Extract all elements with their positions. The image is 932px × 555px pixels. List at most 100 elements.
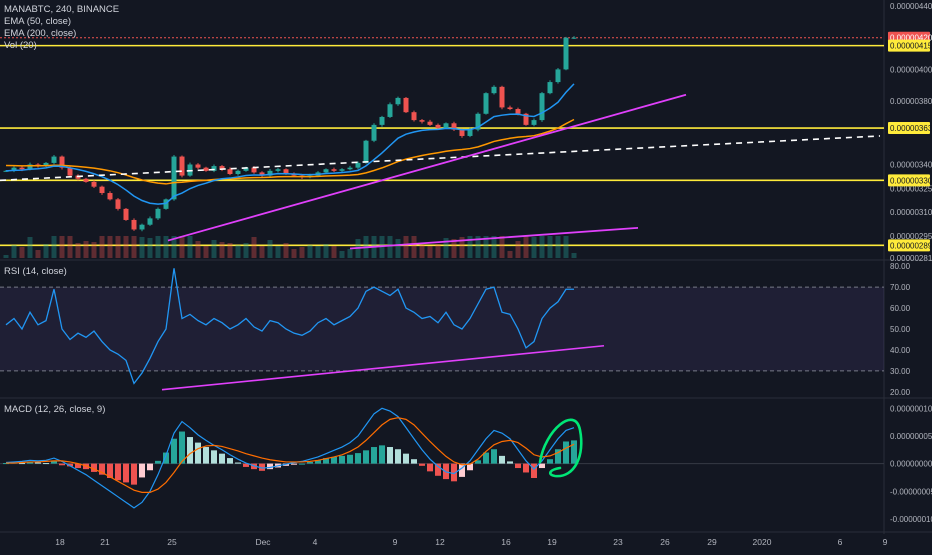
macd-histogram-bar [435,463,441,476]
candle-body [387,104,393,117]
macd-histogram-bar [139,463,145,478]
candle-body [11,167,17,171]
candle-body [107,193,113,200]
candle-body [547,82,553,94]
macd-histogram-bar [115,463,121,481]
volume-bar [323,244,329,258]
volume-bar [499,236,505,258]
hand-drawn-annotation [538,418,583,478]
volume-bar [387,236,393,258]
volume-bar [539,236,545,258]
macd-histogram-bar [51,461,57,464]
ema50-line [5,83,575,205]
macd-histogram-bar [299,463,305,465]
candle-body [147,218,153,225]
candle-body [131,219,137,230]
rsi-tick-label: 40.00 [890,346,911,355]
candle-body [259,172,265,176]
volume-bar [147,238,153,258]
candle-body [235,170,241,174]
macd-histogram-bar [43,463,49,465]
volume-bar [19,247,25,258]
candle-body [219,166,225,170]
candle-body [43,162,49,167]
macd-histogram-bar [411,459,417,464]
support-trendline [167,93,687,242]
macd-tick-label: 0.00000005 [890,432,932,441]
rsi-tick-label: 20.00 [890,388,911,397]
macd-histogram-bar [371,447,377,464]
candle-body [571,37,577,39]
candle-body [555,69,561,83]
volume-bar [107,236,113,258]
candle-body [115,199,121,209]
volume-bar [547,236,553,258]
volume-bar [91,242,97,258]
volume-bar [515,241,521,258]
macd-histogram-bar [379,445,385,464]
volume-bar [11,245,17,258]
volume-bar [571,253,577,258]
volume-bar [171,236,177,258]
candle-body [427,121,433,125]
volume-bar [3,255,9,258]
macd-histogram-bar [387,447,393,464]
candle-body [51,156,57,163]
candle-body [539,93,545,121]
volume-bar [435,244,441,258]
candle-body [435,124,441,129]
volume-bar [491,236,497,258]
candle-body [531,120,537,125]
candle-body [59,156,65,168]
macd-histogram-bar [363,450,369,464]
macd-histogram-bar [243,463,249,467]
macd-histogram-bar [419,463,425,466]
macd-histogram-bar [571,440,577,464]
volume-bar [235,245,241,258]
macd-histogram-bar [267,463,273,470]
volume-bar [419,245,425,258]
macd-histogram-bar [203,447,209,464]
volume-bar [307,245,313,258]
price-tick-label: 0.00000325 [890,184,932,193]
time-tick-label: 4 [313,537,318,547]
candle-body [347,167,353,170]
macd-histogram-bar [547,459,553,464]
level-price-badge [888,39,930,52]
volume-bar [27,237,33,258]
candle-body [179,156,185,176]
time-tick-label: 6 [838,537,843,547]
time-tick-label: 2020 [753,537,772,547]
volume-bar [347,249,353,258]
volume-bar [115,236,121,258]
rsi-tick-label: 70.00 [890,283,911,292]
volume-bar [155,236,161,258]
candle-body [99,186,105,194]
price-tick-label: 0.00000310 [890,208,932,217]
volume-bar [211,240,217,258]
legend-ema200: EMA (200, close) [4,28,77,39]
candle-body [91,181,97,187]
price-tick-label: 0.00000295 [890,232,932,241]
volume-bar [459,237,465,258]
macd-histogram-bar [483,452,489,464]
macd-histogram-bar [467,463,473,471]
macd-histogram-bar [171,438,177,464]
macd-histogram-bar [331,456,337,464]
candle-body [267,170,273,176]
macd-histogram-bar [555,449,561,464]
time-tick-label: Dec [255,537,271,547]
candle-body [195,164,201,168]
candle-body [251,167,257,173]
time-tick-label: 9 [883,537,888,547]
volume-bar [219,242,225,258]
candle-body [379,116,385,125]
candle-body [507,107,513,110]
macd-line [5,407,575,509]
volume-bar [507,251,513,258]
macd-histogram-bar [539,463,545,469]
time-tick-label: 29 [707,537,717,547]
volume-bar [259,246,265,258]
macd-histogram-bar [531,463,537,478]
